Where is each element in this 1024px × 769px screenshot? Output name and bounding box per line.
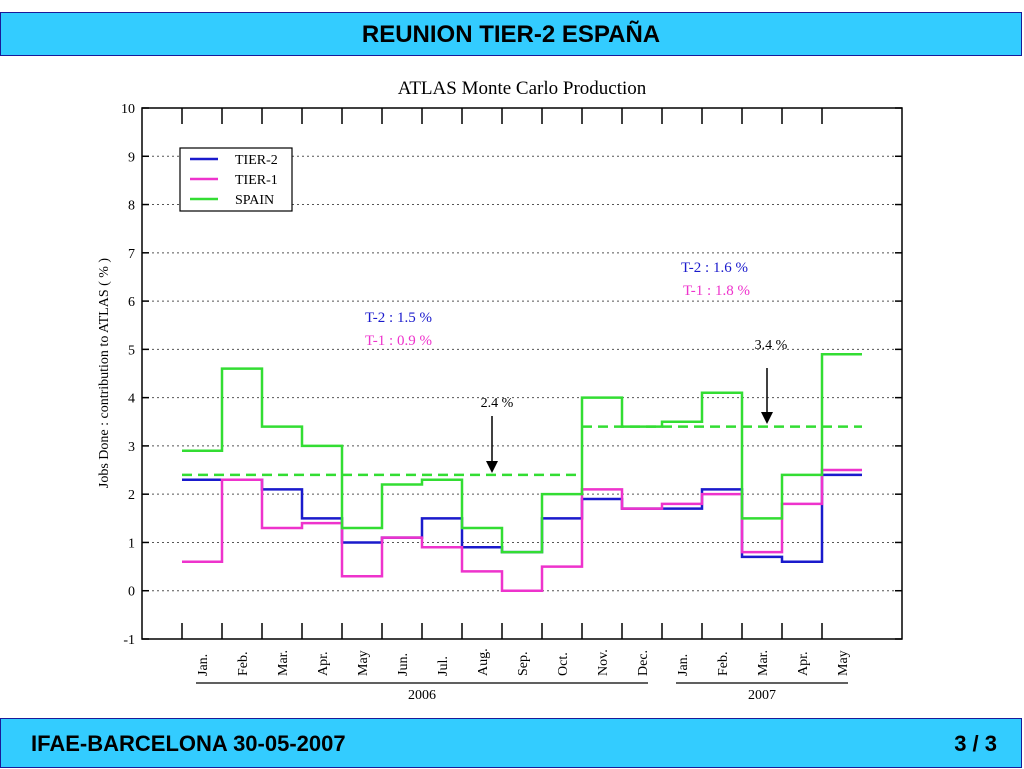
x-tick-label: Feb. [716,652,731,677]
y-tick-label: 4 [128,392,135,407]
x-tick-label: Jan. [196,654,211,676]
share-annotation: T-1 : 1.8 % [683,283,750,299]
x-tick-label: Oct. [556,652,571,676]
average-label: 3.4 % [755,338,788,353]
x-tick-label: May [356,650,371,676]
arrow-down-icon [486,461,498,473]
slide-title: REUNION TIER-2 ESPAÑA [361,21,661,48]
y-tick-label: 9 [128,150,135,165]
x-tick-label: Dec. [636,650,651,676]
y-tick-label: -1 [123,633,135,648]
y-tick-label: 8 [128,199,135,214]
plot-frame [141,107,903,640]
year-label: 2006 [408,688,436,700]
x-tick-label: Jul. [436,656,451,676]
series-line-spain [182,352,862,554]
chart-title: ATLAS Monte Carlo Production [398,78,647,99]
share-annotation: T-2 : 1.6 % [681,260,748,276]
x-tick-label: Nov. [596,649,611,676]
y-tick-label: 2 [128,488,135,503]
x-tick-label: Apr. [316,652,331,677]
y-tick-label: 7 [128,247,135,262]
slide-footer-banner: IFAE-BARCELONA 30-05-2007 3 / 3 [0,718,1022,768]
x-tick-label: Aug. [476,648,491,676]
x-tick-label: Jun. [396,653,411,676]
y-tick-label: 0 [128,585,135,600]
y-tick-label: 3 [128,440,135,455]
chart: ATLAS Monte Carlo Production -1 0 1 2 3 4 5 6 7 8… [97,78,903,700]
y-tick-label: 10 [121,102,135,117]
y-tick-label: 5 [128,343,135,358]
legend-label: TIER-1 [235,173,278,188]
x-tick-label: May [836,650,851,676]
arrow-down-icon [761,412,773,424]
average-label: 2.4 % [481,396,514,411]
slide-title-banner: REUNION TIER-2 ESPAÑA [0,12,1022,56]
x-tick-label: Apr. [796,652,811,677]
footer-left-text: IFAE-BARCELONA 30-05-2007 [31,731,346,756]
share-annotation: T-2 : 1.5 % [365,310,432,326]
series-line-tier-1 [182,468,862,592]
y-axis-label: Jobs Done : contribution to ATLAS ( % ) [97,258,112,489]
x-tick-label: Feb. [236,652,251,677]
slide-number: 3 / 3 [954,731,997,756]
y-tick-label: 6 [128,295,135,310]
x-tick-label: Mar. [276,650,291,676]
x-tick-label: Jan. [676,654,691,676]
legend-label: SPAIN [235,193,274,208]
x-tick-label: Mar. [756,650,771,676]
year-label: 2007 [748,688,776,700]
share-annotation: T-1 : 0.9 % [365,333,432,349]
y-tick-label: 1 [128,536,135,551]
x-tick-label: Sep. [516,652,531,677]
legend-label: TIER-2 [235,153,278,168]
